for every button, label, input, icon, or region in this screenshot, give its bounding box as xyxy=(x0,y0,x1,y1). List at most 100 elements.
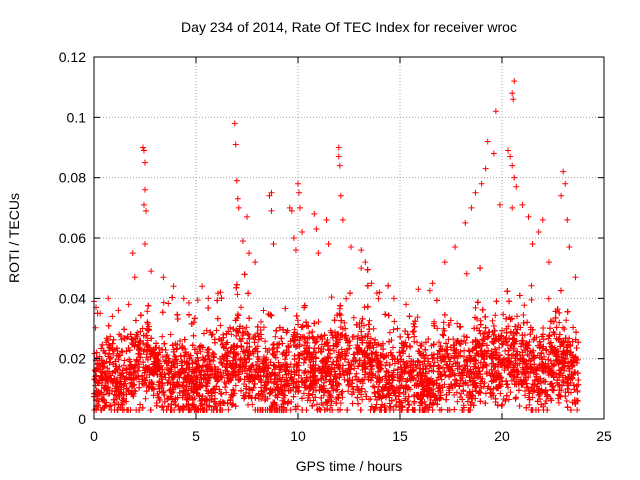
roti-point-band xyxy=(334,312,341,319)
roti-point-band xyxy=(313,401,320,408)
roti-point-band xyxy=(524,384,531,391)
roti-point-band xyxy=(267,359,274,366)
roti-point-band xyxy=(352,373,359,380)
roti-point-band xyxy=(538,380,545,387)
roti-point-band xyxy=(514,374,521,381)
roti-point-band xyxy=(531,361,538,368)
roti-point-band xyxy=(241,395,248,402)
roti-point-band xyxy=(167,393,174,400)
roti-point-band xyxy=(143,351,150,358)
roti-point-band xyxy=(260,324,267,331)
roti-point-band xyxy=(306,330,313,337)
roti-point-band xyxy=(159,333,166,340)
roti-point-band xyxy=(484,385,491,392)
roti-point-band xyxy=(503,315,510,322)
roti-point-band xyxy=(306,344,313,351)
roti-point-band xyxy=(520,311,527,318)
roti-point-band xyxy=(411,399,418,406)
roti-point-band xyxy=(557,370,564,377)
roti-point-band xyxy=(521,302,528,309)
roti-point-band xyxy=(320,402,327,409)
roti-point-band xyxy=(489,317,496,324)
roti-point-band xyxy=(309,328,316,335)
roti-point-band xyxy=(556,309,563,316)
roti-point-band xyxy=(260,307,267,314)
roti-point-band xyxy=(527,324,534,331)
roti-point-band xyxy=(486,328,493,335)
roti-point-band xyxy=(116,363,123,370)
roti-point-band xyxy=(483,342,490,349)
roti-point-band xyxy=(144,308,151,315)
roti-point-band xyxy=(513,330,520,337)
roti-point-band xyxy=(493,298,500,305)
roti-point-band xyxy=(213,327,220,334)
roti-point-band xyxy=(126,358,133,365)
roti-point-band xyxy=(512,355,519,362)
roti-point-band xyxy=(203,327,210,334)
roti-point-band xyxy=(513,313,520,320)
roti-point-band xyxy=(216,400,223,407)
roti-point-band xyxy=(217,322,224,329)
roti-point-band xyxy=(140,381,147,388)
roti-point-band xyxy=(150,392,157,399)
roti-point-band xyxy=(547,325,554,332)
roti-point-band xyxy=(345,388,352,395)
roti-point-band xyxy=(402,328,409,335)
roti-point-band xyxy=(214,290,221,297)
roti-point-band xyxy=(482,400,489,407)
roti-point-band xyxy=(230,387,237,394)
roti-point-band xyxy=(473,388,480,395)
roti-point-band xyxy=(354,394,361,401)
roti-point-band xyxy=(320,346,327,353)
roti-point-band xyxy=(257,327,264,334)
roti-point-band xyxy=(108,376,115,383)
roti-point-band xyxy=(376,406,383,413)
roti-point-band xyxy=(136,384,143,391)
roti-point-band xyxy=(272,333,279,340)
roti-point-band xyxy=(538,401,545,408)
roti-point-band xyxy=(95,398,102,405)
roti-point-band xyxy=(575,339,582,346)
roti-point-band xyxy=(362,388,369,395)
roti-point-band xyxy=(441,311,448,318)
roti-point-band xyxy=(436,365,443,372)
roti-point-band xyxy=(185,299,192,306)
roti-point-band xyxy=(125,344,132,351)
roti-point-band xyxy=(212,373,219,380)
roti-point-band xyxy=(262,338,269,345)
roti-point-band xyxy=(209,349,216,356)
roti-point-band xyxy=(146,344,153,351)
roti-point-band xyxy=(131,376,138,383)
roti-point-band xyxy=(461,353,468,360)
roti-point-band xyxy=(528,282,535,289)
roti-point-band xyxy=(110,336,117,343)
roti-point-band xyxy=(556,319,563,326)
roti-point-band xyxy=(390,344,397,351)
roti-point-band xyxy=(120,362,127,369)
roti-point-band xyxy=(99,363,106,370)
roti-point-band xyxy=(378,342,385,349)
roti-point-band xyxy=(179,358,186,365)
roti-point-band xyxy=(132,388,139,395)
roti-point-band xyxy=(436,339,443,346)
roti-point-band xyxy=(380,346,387,353)
roti-point-band xyxy=(99,341,106,348)
roti-point-band xyxy=(354,341,361,348)
roti-point-band xyxy=(186,355,193,362)
roti-point-band xyxy=(413,364,420,371)
roti-point-band xyxy=(349,400,356,407)
roti-point-band xyxy=(311,345,318,352)
roti-point-band xyxy=(243,324,250,331)
roti-point-band xyxy=(463,270,470,277)
roti-point-band xyxy=(245,401,252,408)
roti-point-band xyxy=(528,296,535,303)
roti-point-band xyxy=(440,332,447,339)
roti-point-band xyxy=(447,317,454,324)
roti-point-band xyxy=(218,359,225,366)
roti-point-band xyxy=(499,401,506,408)
roti-point-band xyxy=(328,294,335,301)
roti-point-band xyxy=(359,396,366,403)
roti-point-band xyxy=(94,379,101,386)
roti-point-band xyxy=(324,400,331,407)
